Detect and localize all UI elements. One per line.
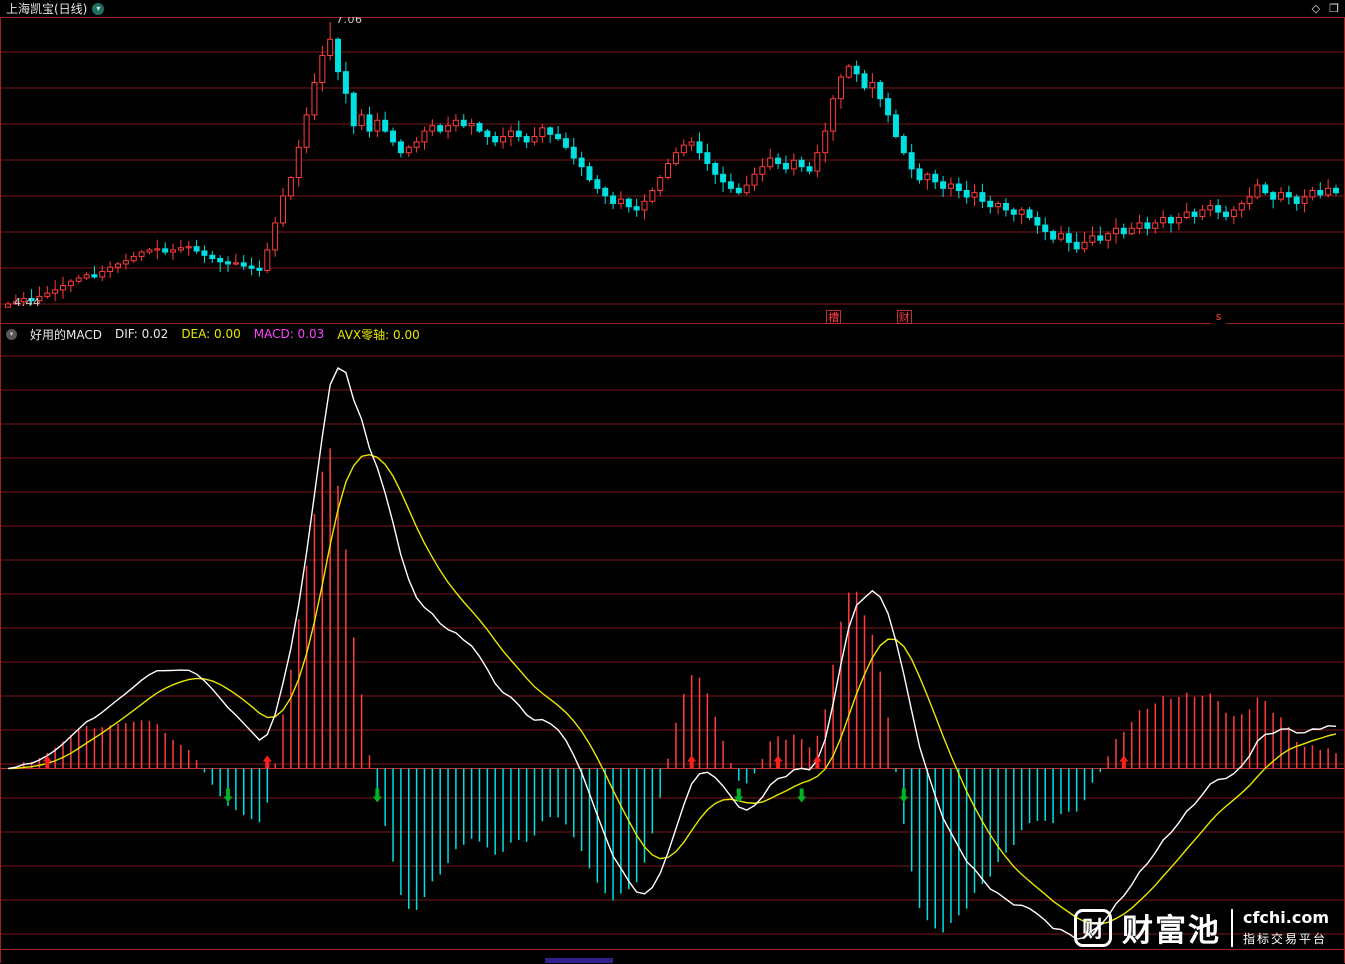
cfchi-logo-glyph: 财 — [1081, 917, 1104, 943]
event-flag-槽[interactable]: 槽 — [826, 310, 842, 324]
indicator-label-row: ▾ 好用的MACD DIF: 0.02 DEA: 0.00 MACD: 0.03… — [6, 326, 420, 342]
price-low-label: 4.44 — [14, 296, 41, 309]
watermark-site: cfchi.com — [1242, 908, 1329, 927]
dif-value-label: DIF: 0.02 — [114, 327, 169, 341]
dea-line — [7, 453, 1337, 925]
favorite-icon[interactable]: ◇ — [1311, 2, 1321, 15]
up-arrow-icon — [42, 755, 52, 769]
panel-frame — [0, 17, 1345, 963]
candlesticks — [5, 22, 1339, 308]
cfchi-logo-icon: 财 — [1073, 908, 1112, 947]
up-arrow-icon — [687, 755, 697, 769]
window-title: 上海凯宝(日线) — [6, 2, 88, 16]
collapse-indicator-icon[interactable]: ▾ — [6, 328, 17, 340]
down-arrow-icon — [734, 788, 744, 803]
macd-value-label: MACD: 0.03 — [253, 327, 325, 341]
dif-line — [7, 367, 1337, 940]
up-arrow-icon — [1119, 755, 1129, 769]
signal-arrows — [42, 755, 1129, 803]
macd-gridlines — [1, 355, 1344, 935]
symbol-dropdown-icon[interactable]: ▾ — [92, 2, 105, 15]
cfchi-watermark: 财 财富池 cfchi.com 指标交易平台 — [1073, 905, 1329, 950]
down-arrow-icon — [372, 788, 382, 803]
title-bar: 上海凯宝(日线) ▾ ◇ ❐ — [0, 0, 1345, 17]
watermark-divider — [1230, 908, 1233, 947]
bottom-scrollbar-thumb[interactable] — [545, 958, 613, 963]
watermark-brand: 财富池 — [1121, 913, 1221, 949]
restore-window-icon[interactable]: ❐ — [1329, 2, 1339, 15]
down-arrow-icon — [797, 788, 807, 803]
event-flag-财[interactable]: 财 — [896, 310, 912, 324]
up-arrow-icon — [773, 755, 783, 769]
dea-value-label: DEA: 0.00 — [181, 327, 241, 341]
down-arrow-icon — [899, 788, 909, 803]
price-gridlines — [1, 51, 1344, 305]
indicator-name[interactable]: 好用的MACD — [30, 327, 102, 342]
up-arrow-icon — [262, 755, 272, 769]
avx-zero-axis-label: AVX零轴: 0.00 — [337, 327, 420, 342]
up-arrow-icon — [812, 755, 822, 769]
down-arrow-icon — [223, 788, 233, 803]
event-flag-s[interactable]: s — [1211, 310, 1227, 324]
watermark-tagline: 指标交易平台 — [1242, 932, 1327, 946]
